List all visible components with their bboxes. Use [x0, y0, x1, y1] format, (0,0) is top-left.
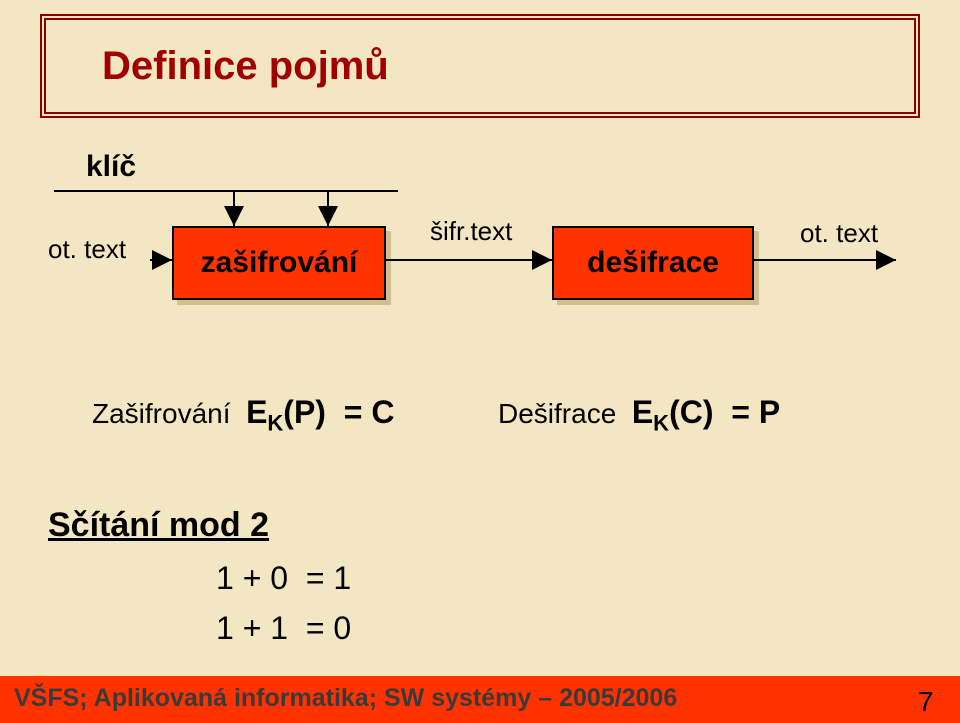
decryption-formula: Dešifrace EK(C) = P — [498, 394, 780, 436]
footer-text: VŠFS; Aplikovaná informatika; SW systémy… — [14, 684, 677, 713]
encryption-box: zašifrování — [172, 226, 386, 300]
title-frame: Definice pojmů — [40, 14, 920, 118]
key-label: klíč — [86, 150, 136, 184]
decryption-box: dešifrace — [552, 226, 754, 300]
mod2-line-1: 1 + 0 = 1 — [216, 560, 351, 597]
key-underline — [54, 190, 398, 192]
plaintext-right-label: ot. text — [800, 218, 878, 249]
encryption-formula: Zašifrování EK(P) = C — [92, 394, 394, 436]
title-text: Definice pojmů — [102, 44, 389, 89]
encryption-box-label: zašifrování — [201, 246, 358, 280]
decryption-box-label: dešifrace — [587, 246, 719, 280]
plaintext-left-label: ot. text — [48, 234, 126, 265]
ciphertext-label: šifr.text — [430, 216, 512, 247]
page-number: 7 — [918, 686, 934, 718]
mod2-heading: Sčítání mod 2 — [48, 506, 269, 545]
mod2-line-2: 1 + 1 = 0 — [216, 610, 351, 647]
